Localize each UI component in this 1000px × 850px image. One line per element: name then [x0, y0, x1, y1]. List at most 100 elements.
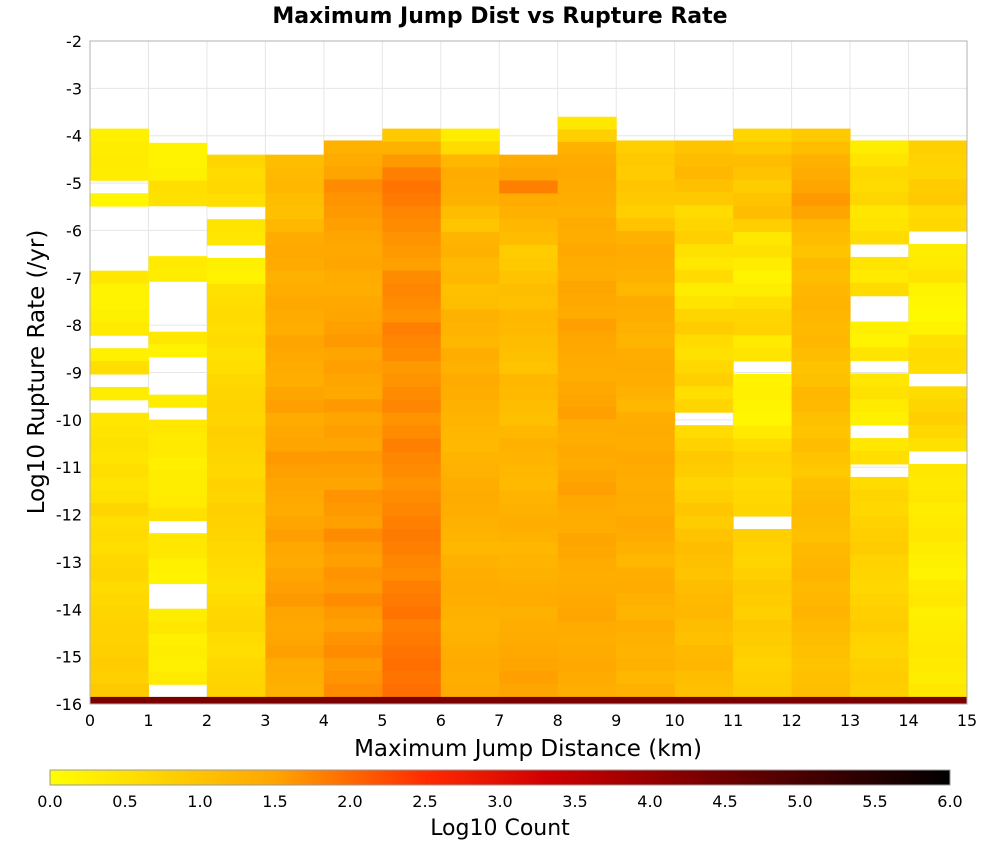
- heatmap-cell: [557, 280, 617, 294]
- heatmap-cell: [908, 606, 968, 620]
- heatmap-cell: [382, 154, 442, 168]
- heatmap-cell: [616, 256, 676, 271]
- heatmap-cell: [323, 632, 383, 646]
- heatmap-cell: [499, 541, 559, 556]
- heatmap-cell: [674, 438, 734, 452]
- heatmap-cell: [557, 255, 617, 269]
- heatmap-cell: [733, 206, 793, 220]
- heatmap-cell: [206, 387, 266, 401]
- heatmap-cell: [90, 554, 149, 569]
- heatmap-cell: [90, 270, 149, 285]
- y-tick-label: -12: [56, 506, 82, 525]
- heatmap-cell: [791, 683, 851, 698]
- heatmap-cell: [382, 683, 442, 698]
- heatmap-cell: [499, 593, 559, 608]
- heatmap-cell: [440, 257, 500, 272]
- heatmap-cell: [791, 593, 851, 607]
- heatmap-cell: [382, 386, 442, 401]
- heatmap-cell: [791, 322, 851, 336]
- heatmap-cell: [440, 580, 500, 595]
- heatmap-cell: [674, 295, 734, 310]
- heatmap-cell: [674, 683, 734, 698]
- heatmap-cell: [557, 192, 617, 206]
- heatmap-cell: [90, 348, 149, 362]
- heatmap-cell: [674, 658, 734, 672]
- heatmap-cell: [265, 529, 325, 543]
- heatmap-cell: [733, 141, 793, 155]
- heatmap-cell: [674, 606, 734, 620]
- heatmap-cell: [616, 528, 676, 543]
- x-tick-label: 9: [611, 711, 621, 730]
- heatmap-cell: [733, 128, 793, 143]
- heatmap-cell: [791, 283, 851, 298]
- heatmap-cell: [674, 463, 734, 478]
- heatmap-cell: [791, 309, 851, 323]
- heatmap-cell: [791, 567, 851, 582]
- heatmap-cell: [733, 296, 793, 310]
- heatmap-cell: [323, 580, 383, 594]
- heatmap-cell: [850, 619, 910, 633]
- heatmap-cell: [908, 619, 968, 633]
- heatmap-cell: [382, 554, 442, 569]
- heatmap-cell: [148, 633, 208, 648]
- heatmap-cell: [499, 309, 559, 323]
- heatmap-cell: [382, 464, 442, 478]
- heatmap-cell: [499, 232, 559, 246]
- heatmap-cell: [440, 231, 500, 246]
- heatmap-cell: [908, 632, 968, 646]
- heatmap-cell: [148, 155, 208, 169]
- heatmap-cell: [557, 671, 617, 685]
- heatmap-cell: [323, 554, 383, 568]
- heatmap-cell: [850, 645, 910, 659]
- heatmap-cell: [791, 348, 851, 362]
- heatmap-cell: [206, 425, 266, 440]
- heatmap-cell: [382, 193, 442, 207]
- heatmap-cell: [382, 361, 442, 375]
- heatmap-cell: [499, 348, 559, 362]
- heatmap-cell: [908, 567, 968, 581]
- heatmap-cell: [265, 490, 325, 504]
- y-tick-label: -15: [56, 648, 82, 667]
- heatmap-cell: [616, 554, 676, 568]
- heatmap-cell: [148, 646, 208, 660]
- heatmap-cell: [499, 154, 559, 169]
- heatmap-cell: [908, 593, 968, 607]
- heatmap-cell: [206, 270, 266, 285]
- heatmap-cell: [557, 659, 617, 673]
- heatmap-cell: [323, 386, 383, 400]
- heatmap-cell: [265, 193, 325, 207]
- heatmap-cell: [323, 425, 383, 439]
- heatmap-cell: [206, 477, 266, 491]
- heatmap-cell: [382, 503, 442, 517]
- heatmap-cell: [616, 425, 676, 439]
- heatmap-cell: [440, 606, 500, 620]
- heatmap-cell: [265, 309, 325, 323]
- heatmap-cell: [908, 321, 968, 336]
- heatmap-cell: [265, 554, 325, 569]
- heatmap-cell: [557, 558, 617, 572]
- heatmap-cell: [440, 283, 500, 298]
- heatmap-cell: [791, 516, 851, 530]
- heatmap-cell: [557, 469, 617, 484]
- heatmap-cell: [206, 438, 266, 453]
- heatmap-cell: [90, 658, 149, 672]
- heatmap-cell: [90, 593, 149, 607]
- heatmap-cell: [265, 438, 325, 453]
- heatmap-cell: [499, 671, 559, 685]
- y-tick-label: -7: [66, 269, 82, 288]
- heatmap-cell: [440, 193, 500, 207]
- heatmap-cell: [850, 386, 910, 400]
- heatmap-cell: [908, 671, 968, 685]
- heatmap-cell: [265, 219, 325, 233]
- heatmap-cell: [148, 558, 208, 572]
- heatmap-cell: [557, 154, 617, 168]
- heatmap-cell: [323, 438, 383, 452]
- heatmap-cell: [674, 580, 734, 594]
- heatmap-cell: [440, 270, 500, 285]
- heatmap-cell: [206, 309, 266, 323]
- heatmap-cell: [382, 309, 442, 323]
- colorbar-tick-label: 4.5: [712, 792, 737, 811]
- heatmap-cell: [382, 490, 442, 504]
- heatmap-cell: [616, 451, 676, 465]
- heatmap-cell: [908, 256, 968, 271]
